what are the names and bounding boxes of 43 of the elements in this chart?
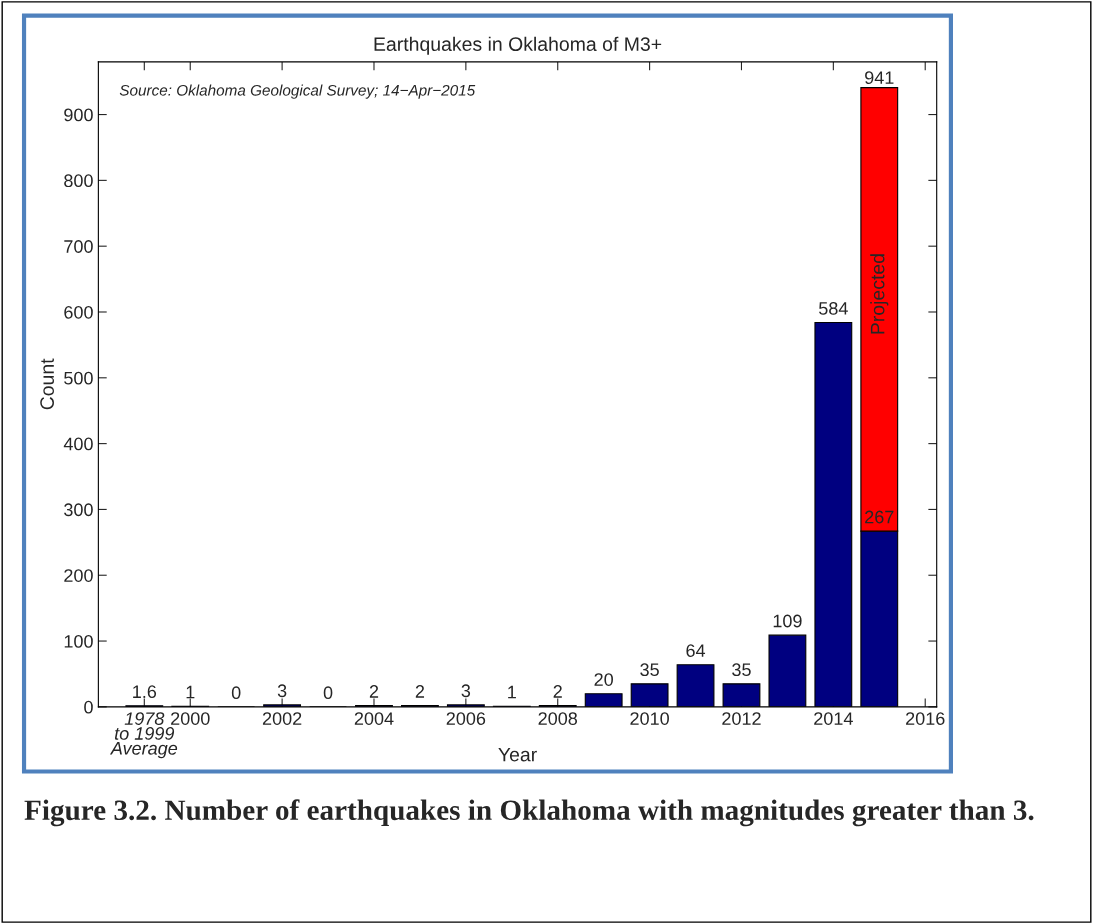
y-tick-label: 500: [64, 371, 93, 385]
annotation: Projected: [870, 254, 889, 334]
x-tick-label: 2000: [171, 712, 210, 725]
y-tick-label: 400: [63, 437, 93, 451]
data-label: 3: [461, 684, 471, 698]
y-tick-label: 0: [84, 700, 93, 714]
y-tick-label: 300: [64, 503, 93, 517]
y-tick-label: 700: [64, 240, 93, 253]
data-label: 1: [508, 685, 516, 699]
x-axis-title: Year: [498, 747, 537, 762]
y-tick-label: 900: [64, 108, 93, 122]
data-label: 3: [277, 684, 287, 698]
data-label: 20: [594, 673, 613, 686]
x-tick-label: 2016: [906, 712, 945, 725]
y-tick-label: 100: [64, 634, 93, 648]
data-label: 2: [415, 685, 425, 698]
y-axis-title: Count: [40, 358, 54, 410]
data-label: 267: [865, 510, 894, 524]
x-tick-label: 2004: [354, 712, 394, 725]
data-label: 1.6: [133, 685, 157, 699]
x-tick-label: 2006: [446, 712, 486, 725]
x-tick-label: 2002: [262, 712, 302, 725]
data-label: 584: [819, 302, 848, 315]
data-label: 109: [773, 614, 802, 628]
total-label: 941: [865, 71, 894, 85]
x-tick-label: 2010: [630, 712, 669, 725]
data-label: 64: [686, 644, 706, 658]
y-tick-label: 600: [64, 305, 93, 319]
data-label: 0: [323, 686, 333, 700]
data-label: 0: [231, 686, 241, 700]
caption: Figure 3.2. Number of earthquakes in Oklahoma with magnitudes greater than 3.: [24, 799, 1034, 827]
y-tick-label: 800: [64, 174, 93, 188]
x-tick-label: 2012: [722, 712, 761, 725]
x-tick-label: 2014: [814, 712, 853, 725]
y-tick-label: 200: [64, 569, 93, 582]
annotation: Source: Oklahoma Geological Survey; 14−Apr−2015: [119, 84, 476, 99]
data-label: 2: [553, 685, 562, 698]
data-label: 1: [186, 685, 195, 699]
data-label: 35: [732, 663, 751, 677]
chart-title: Earthquakes in Oklahoma of M3+: [374, 36, 662, 55]
data-label: 35: [640, 663, 659, 677]
x-tick-label: 2008: [538, 712, 578, 725]
data-label: 2: [369, 685, 379, 698]
